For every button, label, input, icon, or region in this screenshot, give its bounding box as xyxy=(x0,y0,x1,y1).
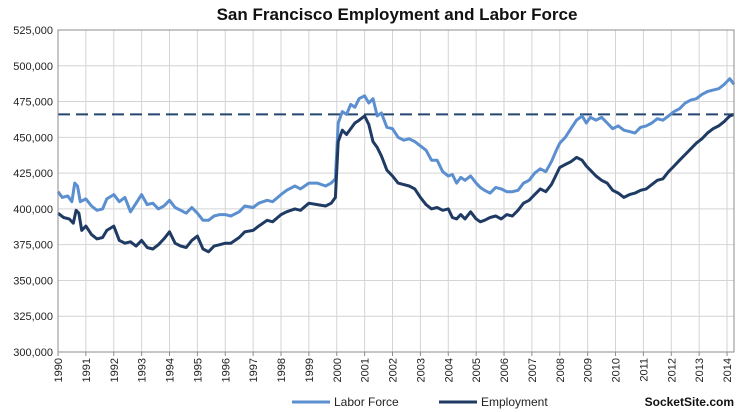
x-tick-label: 1994 xyxy=(165,358,177,382)
x-tick-label: 2001 xyxy=(360,358,372,382)
x-tick-label: 2007 xyxy=(527,358,539,382)
x-tick-label: 2004 xyxy=(443,358,455,382)
plot-area: 300,000 325,000 350,000 375,000 400,000 425,0… xyxy=(13,25,736,382)
x-tick-label: 1995 xyxy=(192,358,204,382)
y-tick-label: 525,000 xyxy=(13,25,53,37)
x-tick-label: 1992 xyxy=(109,358,121,382)
y-tick-label: 475,000 xyxy=(13,97,53,109)
x-tick-label: 1991 xyxy=(81,358,93,382)
x-tick-label: 2010 xyxy=(611,358,623,382)
x-tick-label: 1990 xyxy=(53,358,65,382)
plot-frame xyxy=(57,29,735,353)
x-tick-label: 1997 xyxy=(248,358,260,382)
y-tick-label: 500,000 xyxy=(13,61,53,73)
legend: Labor Force Employment xyxy=(292,395,548,409)
x-tick-label: 2005 xyxy=(471,358,483,382)
x-tick-label: 2014 xyxy=(722,358,734,382)
x-tick-label: 1998 xyxy=(276,358,288,382)
x-tick-label: 2009 xyxy=(583,358,595,382)
x-tick-label: 2013 xyxy=(694,358,706,382)
brand-label: SocketSite.com xyxy=(645,395,734,409)
y-tick-label: 450,000 xyxy=(13,132,53,144)
y-tick-label: 350,000 xyxy=(13,275,53,287)
chart-title: San Francisco Employment and Labor Force xyxy=(217,5,578,24)
plot-border xyxy=(57,29,735,353)
x-tick-label: 1993 xyxy=(137,358,149,382)
series-line-employment xyxy=(57,112,735,254)
y-tick-label: 300,000 xyxy=(13,347,53,359)
legend-label-labor-force: Labor Force xyxy=(334,395,399,409)
x-tick-label: 2000 xyxy=(332,358,344,382)
x-tick-label: 2012 xyxy=(666,358,678,382)
y-tick-label: 325,000 xyxy=(13,311,53,323)
x-tick-label: 2008 xyxy=(555,358,567,382)
y-tick-label: 375,000 xyxy=(13,240,53,252)
x-tick-label: 2003 xyxy=(415,358,427,382)
x-tick-label: 1999 xyxy=(304,358,316,382)
y-tick-label: 425,000 xyxy=(13,168,53,180)
x-tick-label: 2011 xyxy=(638,358,650,382)
x-tick-label: 2002 xyxy=(388,358,400,382)
x-tick-label: 1996 xyxy=(220,358,232,382)
series-line-labor-force xyxy=(56,77,736,222)
legend-label-employment: Employment xyxy=(481,395,548,409)
x-tick-label: 2006 xyxy=(499,358,511,382)
y-tick-label: 400,000 xyxy=(13,204,53,216)
